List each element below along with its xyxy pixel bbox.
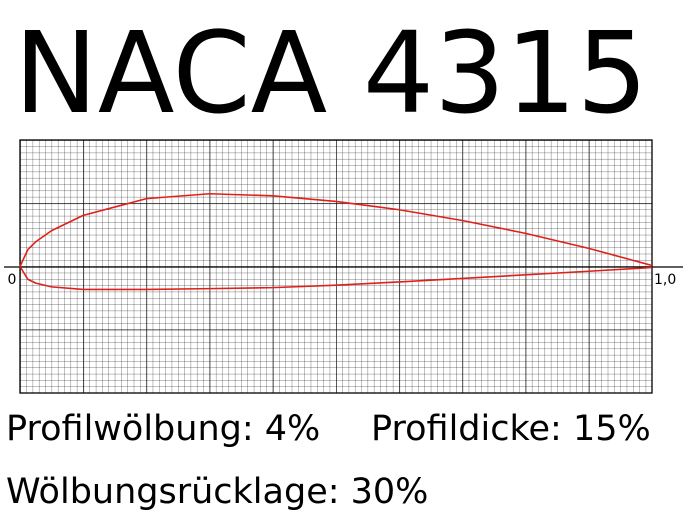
annotation: Wölbungsrücklage: 30%	[6, 472, 428, 512]
x-tick-label: 0	[8, 272, 17, 288]
annotation: Profilwölbung: 4%	[6, 409, 320, 449]
profile-line	[19, 192, 653, 267]
profile-line	[19, 266, 653, 291]
x-tick-label: 1,0	[654, 272, 676, 288]
annotation: Profildicke: 15%	[371, 409, 651, 449]
chart-title: NACA 4315	[14, 9, 648, 139]
